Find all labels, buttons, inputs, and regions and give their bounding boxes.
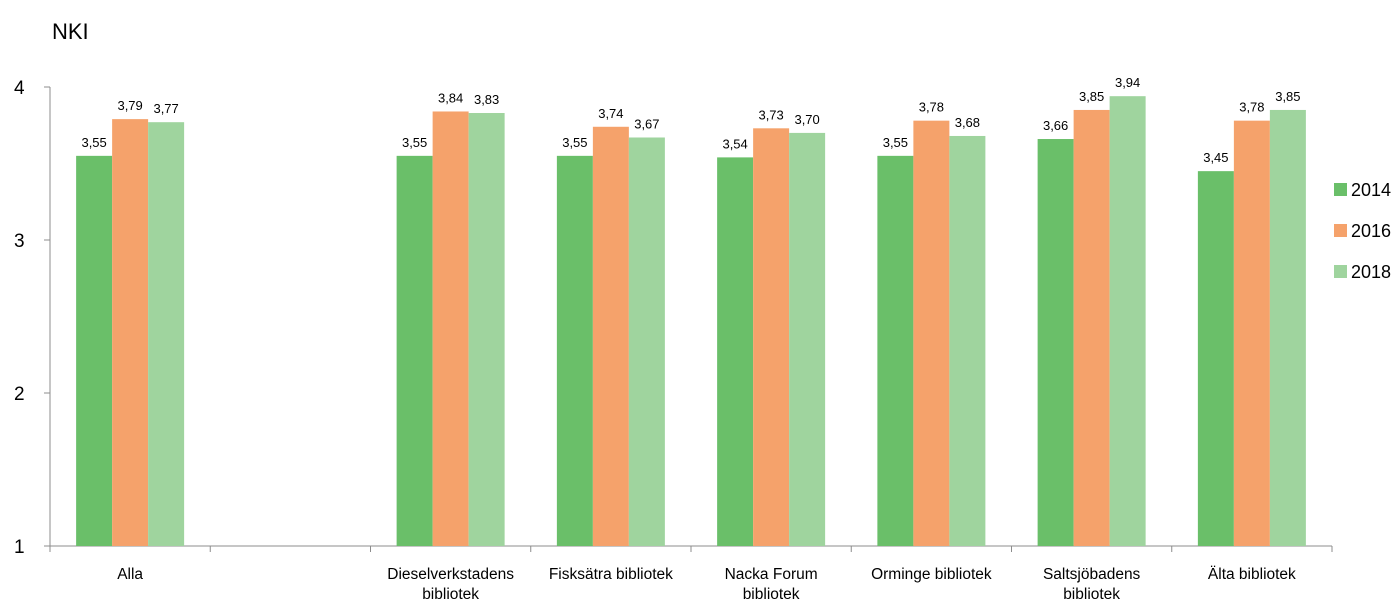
bar-2014 xyxy=(1037,139,1074,546)
x-category-label: bibliotek xyxy=(743,586,800,603)
bar-2014 xyxy=(76,155,113,546)
data-label: 3,55 xyxy=(562,135,587,150)
bar-2018 xyxy=(789,132,826,546)
chart-legend: 2014 2016 2018 xyxy=(1334,180,1391,282)
x-category-label: bibliotek xyxy=(1063,586,1120,603)
y-tick-label: 2 xyxy=(14,384,25,405)
data-label: 3,55 xyxy=(402,135,427,150)
x-category-label: Alla xyxy=(117,566,143,583)
data-label: 3,84 xyxy=(438,90,463,105)
bar-2018 xyxy=(148,122,185,546)
bar-2016 xyxy=(1233,120,1270,546)
chart-title: NKI xyxy=(52,19,89,44)
data-label: 3,79 xyxy=(117,98,142,113)
bar-2014 xyxy=(1197,171,1234,546)
x-category-label: Dieselverkstadens xyxy=(387,566,514,583)
data-label: 3,54 xyxy=(722,136,747,151)
x-category-label: Nacka Forum xyxy=(725,566,818,583)
data-label: 3,83 xyxy=(474,92,499,107)
data-label: 3,55 xyxy=(883,135,908,150)
y-tick-label: 3 xyxy=(14,231,25,252)
data-label: 3,94 xyxy=(1115,75,1140,90)
data-label: 3,66 xyxy=(1043,118,1068,133)
legend-swatch-2016 xyxy=(1334,224,1347,237)
data-label: 3,85 xyxy=(1275,89,1300,104)
data-label: 3,70 xyxy=(794,112,819,127)
data-label: 3,67 xyxy=(634,116,659,131)
data-label: 3,78 xyxy=(1239,100,1264,115)
y-tick-label: 4 xyxy=(14,78,25,99)
data-label: 3,78 xyxy=(919,100,944,115)
chart-category-labels: Alla Dieselverkstadens bibliotek Fisksätra … xyxy=(117,566,1296,603)
chart-bars xyxy=(76,96,1306,547)
bar-2018 xyxy=(1269,109,1306,546)
chart-data-labels: 3,55 3,79 3,77 3,55 3,84 3,83 3,55 3,74 3,67 3,54… xyxy=(81,75,1300,165)
x-category-label: Saltsjöbadens xyxy=(1043,566,1141,583)
legend-label: 2018 xyxy=(1351,262,1391,282)
bar-2014 xyxy=(396,155,433,546)
data-label: 3,68 xyxy=(955,115,980,130)
data-label: 3,45 xyxy=(1203,150,1228,165)
data-label: 3,74 xyxy=(598,106,623,121)
x-category-label: Älta bibliotek xyxy=(1208,566,1296,583)
legend-swatch-2018 xyxy=(1334,265,1347,278)
legend-label: 2014 xyxy=(1351,180,1391,200)
bar-2016 xyxy=(753,128,790,546)
x-category-label: Orminge bibliotek xyxy=(871,566,992,583)
bar-2016 xyxy=(112,119,149,546)
legend-swatch-2014 xyxy=(1334,183,1347,196)
bar-2018 xyxy=(468,113,505,546)
y-tick-label: 1 xyxy=(14,537,25,558)
data-label: 3,55 xyxy=(81,135,106,150)
x-category-label: bibliotek xyxy=(422,586,479,603)
bar-2016 xyxy=(1073,109,1110,546)
bar-2016 xyxy=(913,120,950,546)
legend-label: 2016 xyxy=(1351,221,1391,241)
bar-2016 xyxy=(432,111,469,546)
bar-2014 xyxy=(556,155,593,546)
data-label: 3,85 xyxy=(1079,89,1104,104)
data-label: 3,77 xyxy=(153,101,178,116)
bar-2018 xyxy=(628,137,665,547)
bar-2014 xyxy=(877,155,914,546)
x-category-label: Fisksätra bibliotek xyxy=(549,566,673,583)
bar-2016 xyxy=(592,126,629,546)
bar-2014 xyxy=(717,157,754,546)
bar-2018 xyxy=(949,135,986,546)
data-label: 3,73 xyxy=(758,107,783,122)
bar-2018 xyxy=(1109,96,1146,547)
